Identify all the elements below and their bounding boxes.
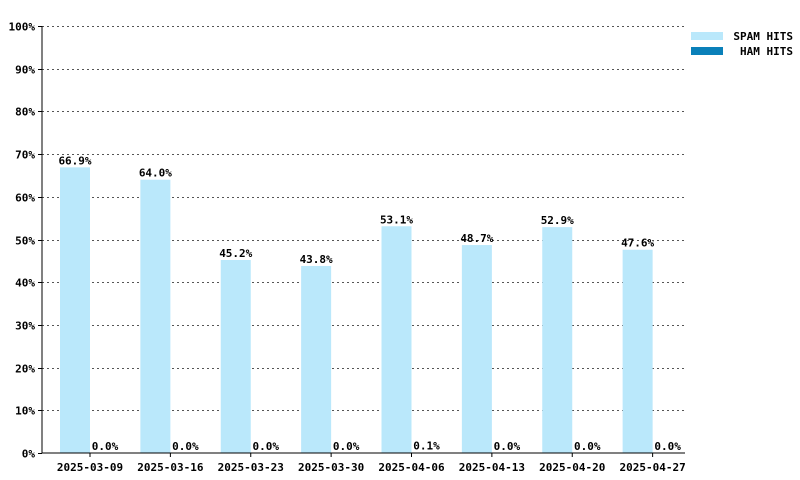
x-tick-labels: 2025-03-09 2025-03-16 2025-03-23 2025-03-30… [57,461,686,474]
spam-bar-2025-03-09 [60,167,90,453]
spam-label-2025-03-30: 43.8% [300,253,333,266]
y-tick-labels: 0% 10% 20% 30% 40% 50% 60% 70% 80% 90% 100% [9,21,36,461]
spam-bar-2025-03-16 [140,179,171,453]
y-tick-label-60: 60% [15,192,35,205]
x-tick-label-2025-04-06: 2025-04-06 [378,461,445,474]
y-tick-label-50: 50% [15,235,35,248]
ham-label-2025-04-06: 0.1% [413,440,440,453]
spam-label-2025-04-13: 48.7% [460,232,493,245]
y-tick-label-90: 90% [15,64,35,77]
x-tick-label-2025-04-20: 2025-04-20 [539,461,605,474]
spam-bar-2025-04-20 [542,227,573,453]
x-tick-label-2025-03-23: 2025-03-23 [218,461,284,474]
bars [60,167,654,457]
y-tick-label-30: 30% [15,320,35,333]
x-tick-label-2025-04-27: 2025-04-27 [620,461,686,474]
spam-bar-2025-04-06 [381,226,412,453]
legend: SPAM HITS HAM HITS [691,30,793,58]
ham-label-2025-04-13: 0.0% [494,440,521,453]
spam-bar-2025-04-27 [622,249,653,453]
ham-label-2025-03-16: 0.0% [172,440,199,453]
spam-label-2025-03-23: 45.2% [219,247,252,260]
ham-label-2025-03-30: 0.0% [333,440,360,453]
grid-lines [38,26,685,454]
spam-label-2025-04-20: 52.9% [541,214,574,227]
x-tick-label-2025-03-09: 2025-03-09 [57,461,123,474]
y-tick-label-100: 100% [9,21,36,34]
spam-label-2025-03-16: 64.0% [139,167,172,180]
y-tick-label-80: 80% [15,106,35,119]
ham-label-2025-03-23: 0.0% [253,440,280,453]
legend-label-spam: SPAM HITS [733,30,793,43]
spam-bar-2025-03-23 [220,259,251,453]
spam-label-2025-03-09: 66.9% [58,154,91,167]
legend-label-ham: HAM HITS [740,45,793,58]
spam-label-2025-04-27: 47.6% [621,237,654,250]
x-tick-label-2025-03-30: 2025-03-30 [298,461,364,474]
y-tick-label-70: 70% [15,149,35,162]
spam-bar-2025-03-30 [301,265,332,453]
spam-bar-2025-04-13 [461,245,492,453]
y-tick-label-20: 20% [15,363,35,376]
data-labels: 66.9% 0.0% 64.0% 0.0% 45.2% 0.0% 43.8% 0.0% 53.1… [58,154,681,453]
axes [41,26,685,454]
y-tick-label-40: 40% [15,277,35,290]
x-tick-label-2025-04-13: 2025-04-13 [459,461,525,474]
legend-swatch-ham [691,47,723,55]
legend-swatch-spam [691,32,723,40]
spam-label-2025-04-06: 53.1% [380,213,413,226]
y-tick-label-10: 10% [15,405,35,418]
ham-label-2025-04-27: 0.0% [654,440,681,453]
x-tick-label-2025-03-16: 2025-03-16 [137,461,204,474]
ham-label-2025-03-09: 0.0% [92,440,119,453]
ham-label-2025-04-20: 0.0% [574,440,601,453]
y-tick-label-0: 0% [22,448,36,461]
